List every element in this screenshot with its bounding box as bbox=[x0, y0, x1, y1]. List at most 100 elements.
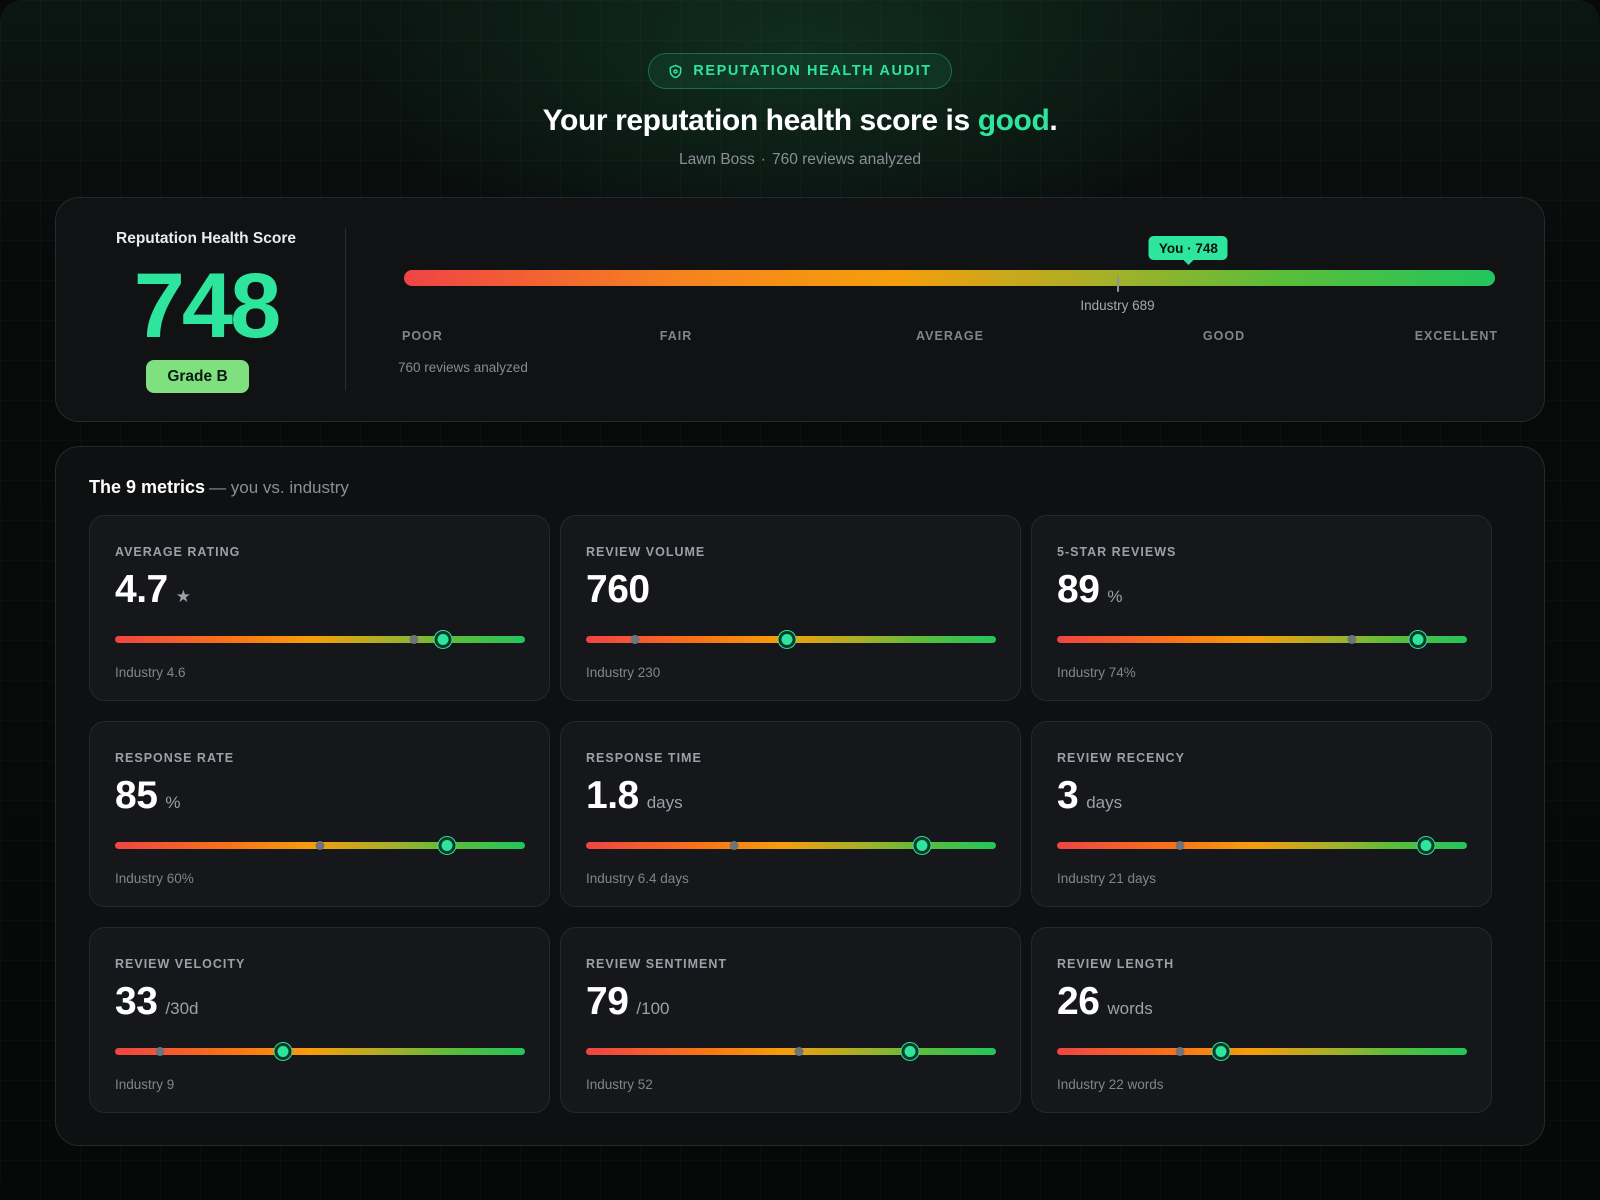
star-icon: ★ bbox=[175, 587, 191, 606]
metric-gauge-track bbox=[586, 1048, 996, 1055]
score-summary: Reputation Health Score 748 Grade B bbox=[56, 198, 346, 423]
metric-card-review-velocity: REVIEW VELOCITY 33/30d Industry 9 bbox=[89, 927, 550, 1113]
your-value-marker-dot bbox=[438, 837, 456, 854]
metric-unit: words bbox=[1107, 999, 1153, 1018]
scale-label-fair: FAIR bbox=[659, 329, 693, 343]
reviews-analyzed-note: 760 reviews analyzed bbox=[398, 360, 528, 375]
metric-value: 26 bbox=[1057, 980, 1100, 1023]
metric-industry-value: Industry 22 words bbox=[1057, 1077, 1164, 1092]
business-name: Lawn Boss bbox=[678, 151, 755, 168]
metric-unit: % bbox=[165, 793, 181, 812]
industry-marker-dot bbox=[1347, 635, 1357, 644]
metric-gauge-track bbox=[586, 842, 996, 849]
metric-industry-value: Industry 52 bbox=[586, 1077, 653, 1092]
score-value: 748 bbox=[133, 255, 282, 357]
metric-value-group: 1.8 days bbox=[586, 774, 683, 818]
page-subtitle: Lawn Boss · 760 reviews analyzed bbox=[0, 151, 1600, 169]
metric-value-group: 85% bbox=[115, 774, 181, 818]
score-label: Reputation Health Score bbox=[116, 230, 296, 247]
grade-badge: Grade B bbox=[146, 360, 249, 393]
industry-marker-dot bbox=[1175, 841, 1185, 850]
metric-value: 4.7 bbox=[115, 568, 168, 611]
metric-unit: /30d bbox=[165, 999, 199, 1018]
metric-gauge-track bbox=[115, 1048, 525, 1055]
metrics-heading: The 9 metrics — you vs. industry bbox=[89, 477, 349, 498]
metrics-title: The 9 metrics bbox=[89, 477, 206, 497]
metric-industry-value: Industry 230 bbox=[586, 665, 661, 680]
metric-value: 85 bbox=[115, 774, 158, 817]
metric-industry-value: Industry 9 bbox=[115, 1077, 175, 1092]
metric-value: 79 bbox=[586, 980, 629, 1023]
headline-status: good bbox=[977, 104, 1050, 137]
audit-badge: REPUTATION HEALTH AUDIT bbox=[648, 53, 952, 89]
industry-marker-dot bbox=[409, 635, 419, 644]
metric-gauge-track bbox=[115, 636, 525, 643]
metric-gauge-track bbox=[1057, 1048, 1467, 1055]
metric-label: RESPONSE TIME bbox=[586, 751, 702, 765]
industry-marker-dot bbox=[630, 635, 640, 644]
metric-unit: days bbox=[646, 793, 683, 812]
metric-industry-value: Industry 74% bbox=[1057, 665, 1136, 680]
industry-score-label: Industry 689 bbox=[1080, 298, 1155, 313]
metric-label: REVIEW LENGTH bbox=[1057, 957, 1175, 971]
metric-value-group: 79/100 bbox=[586, 980, 669, 1024]
metric-label: 5-STAR REVIEWS bbox=[1057, 545, 1177, 559]
metric-value: 3 bbox=[1057, 774, 1079, 817]
metric-industry-value: Industry 21 days bbox=[1057, 871, 1157, 886]
headline-text: Your reputation health score is bbox=[542, 104, 978, 137]
your-value-marker-dot bbox=[901, 1043, 919, 1060]
metric-card-response-rate: RESPONSE RATE 85% Industry 60% bbox=[89, 721, 550, 907]
metric-card-review-sentiment: REVIEW SENTIMENT 79/100 Industry 52 bbox=[560, 927, 1021, 1113]
metric-label: RESPONSE RATE bbox=[115, 751, 235, 765]
reviews-summary: 760 reviews analyzed bbox=[771, 151, 922, 168]
metric-unit: days bbox=[1086, 793, 1123, 812]
metric-label: AVERAGE RATING bbox=[115, 545, 241, 559]
metric-value-group: 26 words bbox=[1057, 980, 1153, 1024]
metric-card-review-volume: REVIEW VOLUME 760 Industry 230 bbox=[560, 515, 1021, 701]
metric-card-average-rating: AVERAGE RATING 4.7 ★ Industry 4.6 bbox=[89, 515, 550, 701]
scale-label-poor: POOR bbox=[402, 329, 443, 343]
metric-label: REVIEW SENTIMENT bbox=[586, 957, 728, 971]
metric-gauge-track bbox=[1057, 636, 1467, 643]
scale-label-excellent: EXCELLENT bbox=[1414, 329, 1498, 343]
metric-unit: /100 bbox=[636, 999, 670, 1018]
audit-badge-label: REPUTATION HEALTH AUDIT bbox=[693, 63, 932, 79]
your-value-marker-dot bbox=[434, 631, 452, 648]
metrics-card: The 9 metrics — you vs. industry AVERAGE … bbox=[55, 446, 1545, 1146]
score-card: Reputation Health Score 748 Grade B Indu… bbox=[55, 197, 1545, 422]
industry-marker-dot bbox=[1175, 1047, 1185, 1056]
metric-value: 33 bbox=[115, 980, 158, 1023]
metric-industry-value: Industry 6.4 days bbox=[586, 871, 689, 886]
metric-value: 89 bbox=[1057, 568, 1100, 611]
metric-value: 760 bbox=[586, 568, 650, 611]
metric-value-group: 760 bbox=[586, 568, 650, 612]
divider bbox=[345, 228, 346, 391]
your-value-marker-dot bbox=[778, 631, 796, 648]
metric-label: REVIEW RECENCY bbox=[1057, 751, 1185, 765]
your-value-marker-dot bbox=[274, 1043, 292, 1060]
industry-marker-dot bbox=[794, 1047, 804, 1056]
scale-label-good: GOOD bbox=[1202, 329, 1246, 343]
industry-marker-dot bbox=[155, 1047, 165, 1056]
metric-card-review-length: REVIEW LENGTH 26 words Industry 22 words bbox=[1031, 927, 1492, 1113]
metric-value: 1.8 bbox=[586, 774, 639, 817]
your-value-marker-dot bbox=[1417, 837, 1435, 854]
metric-card-5-star-reviews: 5-STAR REVIEWS 89% Industry 74% bbox=[1031, 515, 1492, 701]
metric-industry-value: Industry 4.6 bbox=[115, 665, 186, 680]
industry-marker bbox=[1116, 276, 1119, 292]
industry-marker-dot bbox=[729, 841, 739, 850]
metrics-subtitle: — you vs. industry bbox=[209, 478, 349, 497]
industry-marker-dot bbox=[315, 841, 325, 850]
metric-industry-value: Industry 60% bbox=[115, 871, 194, 886]
metric-value-group: 33/30d bbox=[115, 980, 198, 1024]
your-score-marker: You · 748 bbox=[1148, 236, 1228, 260]
metric-label: REVIEW VELOCITY bbox=[115, 957, 246, 971]
metric-card-response-time: RESPONSE TIME 1.8 days Industry 6.4 days bbox=[560, 721, 1021, 907]
headline-period: . bbox=[1049, 104, 1058, 137]
metric-value-group: 3 days bbox=[1057, 774, 1122, 818]
scale-label-average: AVERAGE bbox=[916, 329, 984, 343]
subtitle-separator: · bbox=[760, 151, 766, 168]
metric-label: REVIEW VOLUME bbox=[586, 545, 706, 559]
page-headline: Your reputation health score is good. bbox=[0, 104, 1600, 138]
